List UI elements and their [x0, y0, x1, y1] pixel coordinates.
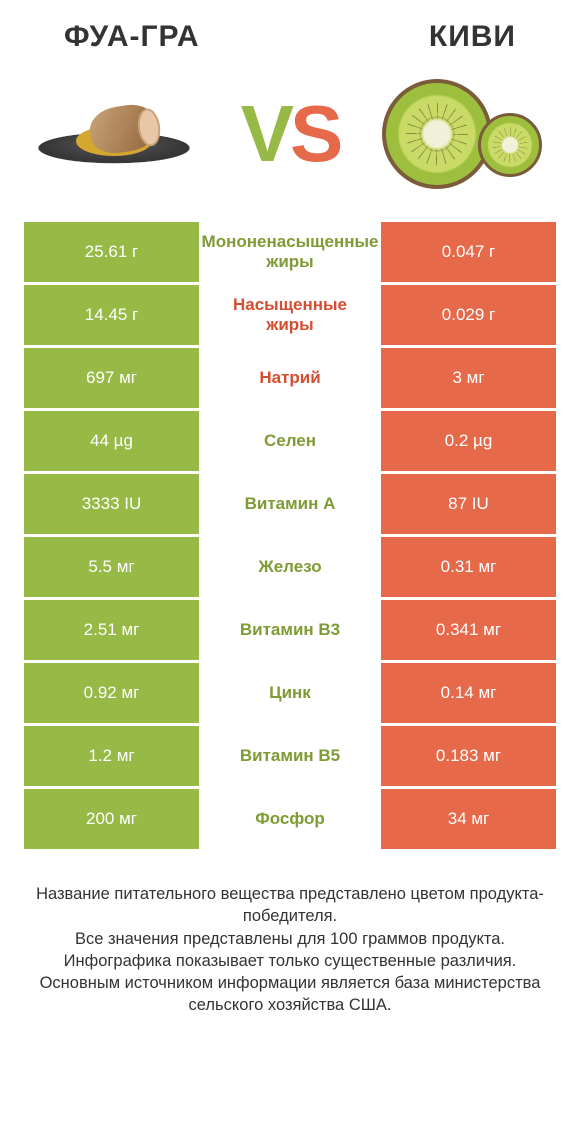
- nutrient-label: Железо: [202, 537, 378, 597]
- value-left: 2.51 мг: [24, 600, 199, 660]
- value-right: 3 мг: [381, 348, 556, 408]
- value-left: 44 µg: [24, 411, 199, 471]
- table-row: 25.61 гМононенасыщенные жиры0.047 г: [24, 222, 556, 282]
- food-image-left: [34, 74, 204, 194]
- value-right: 0.047 г: [381, 222, 556, 282]
- value-right: 0.183 мг: [381, 726, 556, 786]
- nutrient-label: Витамин B3: [202, 600, 378, 660]
- table-row: 5.5 мгЖелезо0.31 мг: [24, 537, 556, 597]
- footnote-line: Основным источником информации является …: [28, 972, 552, 1017]
- table-row: 3333 IUВитамин A87 IU: [24, 474, 556, 534]
- table-row: 2.51 мгВитамин B30.341 мг: [24, 600, 556, 660]
- value-right: 87 IU: [381, 474, 556, 534]
- value-right: 34 мг: [381, 789, 556, 849]
- vs-s: S: [290, 89, 339, 178]
- value-left: 697 мг: [24, 348, 199, 408]
- value-left: 25.61 г: [24, 222, 199, 282]
- value-left: 200 мг: [24, 789, 199, 849]
- nutrient-label: Селен: [202, 411, 378, 471]
- footnote: Название питательного вещества представл…: [24, 883, 556, 1017]
- vs-v: V: [241, 89, 290, 178]
- footnote-line: Название питательного вещества представл…: [28, 883, 552, 928]
- header: ФУА-ГРА КИВИ: [24, 20, 556, 54]
- value-right: 0.31 мг: [381, 537, 556, 597]
- value-right: 0.14 мг: [381, 663, 556, 723]
- value-left: 3333 IU: [24, 474, 199, 534]
- table-row: 200 мгФосфор34 мг: [24, 789, 556, 849]
- footnote-line: Все значения представлены для 100 граммо…: [28, 928, 552, 950]
- table-row: 44 µgСелен0.2 µg: [24, 411, 556, 471]
- value-left: 1.2 мг: [24, 726, 199, 786]
- value-right: 0.2 µg: [381, 411, 556, 471]
- value-right: 0.341 мг: [381, 600, 556, 660]
- footnote-line: Инфографика показывает только существенн…: [28, 950, 552, 972]
- nutrient-label: Насыщенные жиры: [202, 285, 378, 345]
- value-left: 14.45 г: [24, 285, 199, 345]
- nutrient-label: Фосфор: [202, 789, 378, 849]
- nutrient-label: Витамин B5: [202, 726, 378, 786]
- table-row: 697 мгНатрий3 мг: [24, 348, 556, 408]
- kiwi-icon: [376, 69, 546, 199]
- vs-label: VS: [241, 88, 340, 180]
- table-row: 14.45 гНасыщенные жиры0.029 г: [24, 285, 556, 345]
- nutrient-label: Витамин A: [202, 474, 378, 534]
- vs-row: VS: [24, 74, 556, 194]
- food-image-right: [376, 74, 546, 194]
- nutrient-label: Мононенасыщенные жиры: [202, 222, 378, 282]
- table-row: 0.92 мгЦинк0.14 мг: [24, 663, 556, 723]
- title-left: ФУА-ГРА: [64, 20, 200, 54]
- table-row: 1.2 мгВитамин B50.183 мг: [24, 726, 556, 786]
- value-left: 5.5 мг: [24, 537, 199, 597]
- value-left: 0.92 мг: [24, 663, 199, 723]
- value-right: 0.029 г: [381, 285, 556, 345]
- nutrient-label: Натрий: [202, 348, 378, 408]
- foie-gras-icon: [34, 84, 204, 184]
- nutrient-label: Цинк: [202, 663, 378, 723]
- title-right: КИВИ: [429, 20, 516, 54]
- comparison-table: 25.61 гМононенасыщенные жиры0.047 г14.45…: [24, 222, 556, 849]
